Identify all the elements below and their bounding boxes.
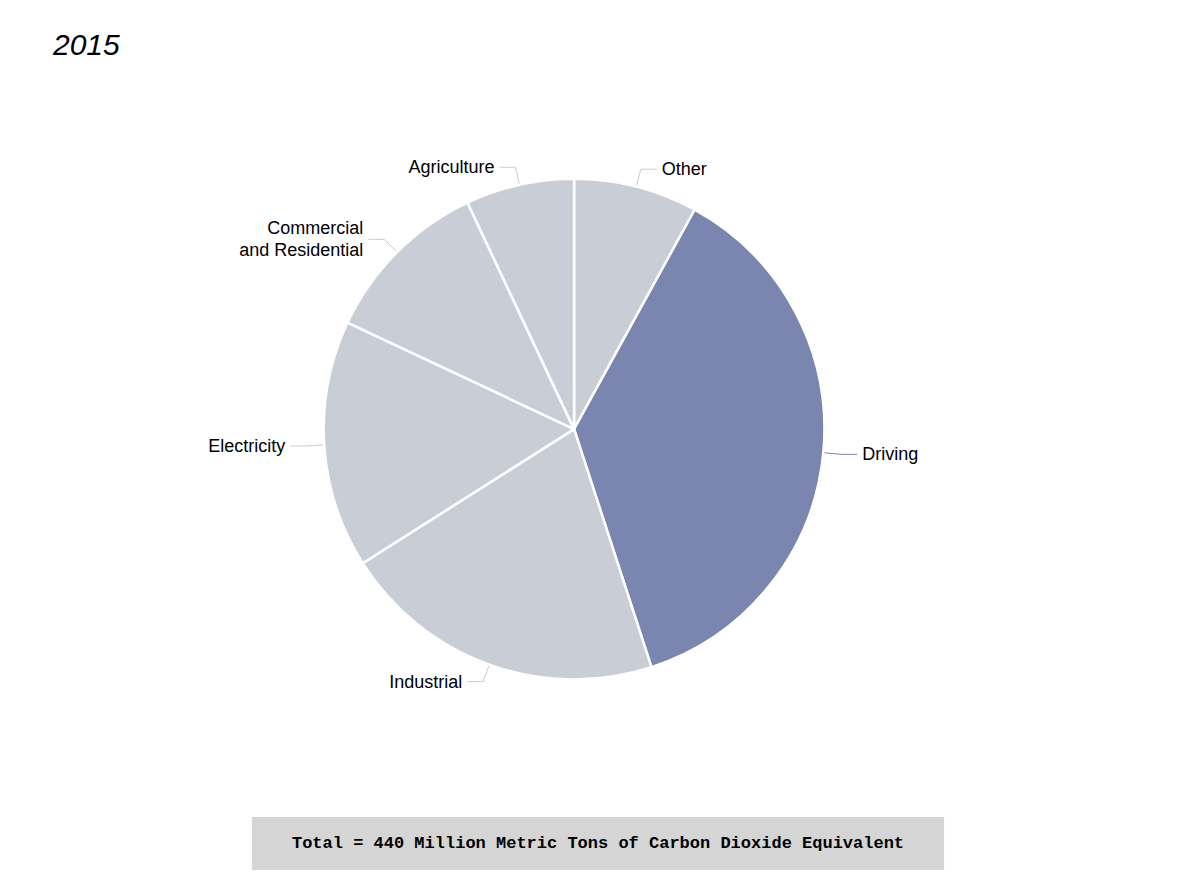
svg-text:2015: 2015 xyxy=(52,28,120,61)
svg-text:Industrial: Industrial xyxy=(389,672,462,692)
svg-text:Total = 440 Million Metric Ton: Total = 440 Million Metric Tons of Carbo… xyxy=(292,834,904,853)
svg-text:Electricity: Electricity xyxy=(208,436,285,456)
svg-text:Other: Other xyxy=(662,159,707,179)
svg-text:and Residential: and Residential xyxy=(239,240,363,260)
svg-text:Driving: Driving xyxy=(862,444,918,464)
svg-text:Commercial: Commercial xyxy=(267,218,363,238)
svg-text:Agriculture: Agriculture xyxy=(409,157,495,177)
